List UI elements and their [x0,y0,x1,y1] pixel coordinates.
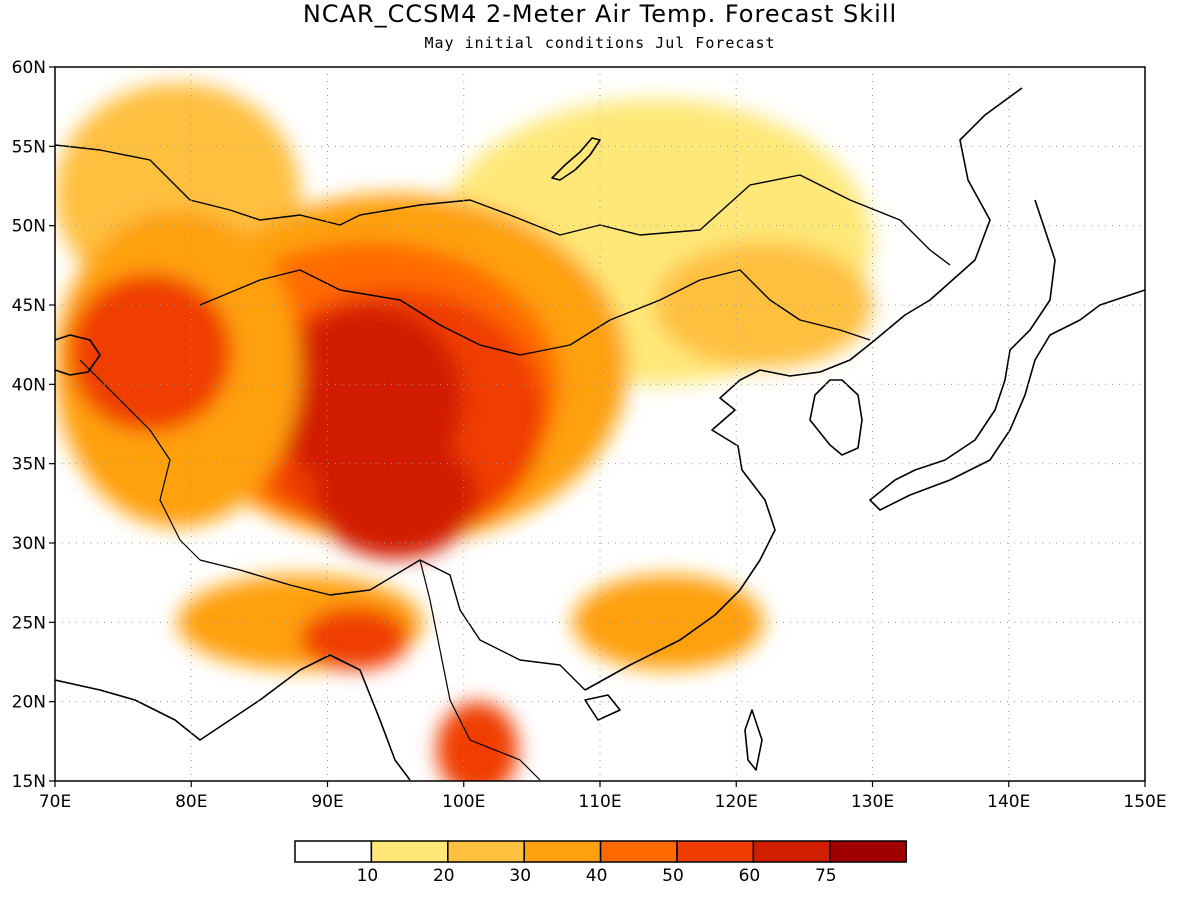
colorbar-labels: 10 20 30 40 50 60 75 [357,866,837,886]
lat-tick-label: 30N [12,534,46,554]
china-coast-line [584,87,1023,691]
lon-tick-label: 120E [715,792,758,812]
skill-region [572,574,764,670]
lat-tick-label: 45N [12,296,46,316]
lon-tick-label: 100E [442,792,485,812]
caspian-coast-line [55,334,101,376]
lon-tick-label: 150E [1123,792,1166,812]
colorbar-swatch [752,840,831,863]
taiwan-coast-line [744,709,763,771]
lon-tick-label: 80E [175,792,207,812]
country-border [199,559,586,691]
baikal-coast-line [551,137,601,181]
colorbar-label: 20 [433,866,455,886]
skill-region [300,606,410,670]
korea-coast-line [809,379,863,456]
lat-tick-label: 25N [12,613,46,633]
lat-tick-label: 40N [12,375,46,395]
colorbar-swatch [523,840,602,863]
bay-of-bengal-coast-line [55,654,411,781]
colorbar-label: 75 [815,866,837,886]
lat-tick-label: 15N [12,772,46,792]
latitude-labels: 15N 20N 25N 30N 35N 40N 45N 50N 55N 60N [12,58,46,792]
map-subtitle: May initial conditions Jul Forecast [424,34,776,52]
lon-tick-label: 70E [39,792,71,812]
gridlines [55,67,1145,781]
lat-tick-label: 50N [12,217,46,237]
lat-tick-label: 35N [12,455,46,475]
colorbar [294,840,907,863]
colorbar-swatch [599,840,678,863]
lat-tick-label: 20N [12,693,46,713]
skill-region [654,241,873,369]
skill-shading [55,82,873,781]
hainan-coast-line [584,694,621,721]
lon-tick-label: 130E [851,792,894,812]
lon-tick-label: 140E [987,792,1030,812]
country-border [79,359,201,561]
axis-ticks [49,66,1146,787]
colorbar-label: 50 [662,866,684,886]
lat-tick-label: 60N [12,58,46,78]
country-border [419,559,541,781]
colorbar-label: 60 [739,866,761,886]
skill-region [68,273,233,432]
colorbar-swatch [294,840,373,863]
longitude-labels: 70E 80E 90E 100E 110E 120E 130E 140E 150E [39,792,1167,812]
colorbar-swatch [370,840,449,863]
coastlines [55,87,1145,781]
lon-tick-label: 110E [578,792,621,812]
japan-coast-line [869,199,1145,511]
country-border [55,144,951,266]
lat-tick-label: 55N [12,137,46,157]
lon-tick-label: 90E [311,792,343,812]
map-title: NCAR_CCSM4 2-Meter Air Temp. Forecast Sk… [302,0,898,28]
colorbar-label: 40 [586,866,608,886]
colorbar-swatch [829,840,907,863]
colorbar-swatch [447,840,525,863]
colorbar-swatch [676,840,755,863]
colorbar-label: 30 [509,866,531,886]
colorbar-label: 10 [357,866,379,886]
country-border [199,269,871,356]
skill-region [436,701,519,781]
skill-region [313,431,478,559]
